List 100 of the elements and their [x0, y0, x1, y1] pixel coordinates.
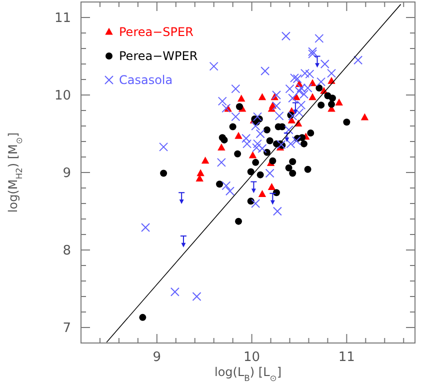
point — [231, 84, 240, 94]
point — [258, 93, 266, 100]
legend-label: Perea−WPER — [119, 49, 198, 64]
point — [360, 113, 369, 120]
point — [290, 73, 299, 82]
point — [222, 181, 231, 190]
point — [328, 100, 335, 108]
point — [179, 199, 184, 204]
point — [209, 62, 218, 71]
x-tick-label: 10 — [244, 350, 260, 365]
y-tick-label: 9 — [62, 166, 71, 182]
point — [216, 158, 226, 167]
x-tick-label: 9 — [152, 350, 162, 365]
point — [256, 129, 265, 138]
point — [285, 164, 292, 172]
point — [308, 93, 316, 100]
point — [181, 242, 186, 248]
point — [293, 110, 298, 114]
point — [320, 60, 330, 68]
point — [316, 77, 326, 86]
legend-label: Casasola — [119, 73, 173, 88]
point — [328, 94, 336, 102]
point — [289, 170, 296, 177]
point — [247, 168, 254, 176]
point — [170, 287, 180, 296]
point — [192, 292, 202, 301]
point — [263, 148, 270, 156]
point — [272, 90, 281, 100]
point — [160, 170, 168, 177]
point — [218, 144, 226, 150]
point — [343, 118, 350, 126]
point — [231, 112, 240, 122]
point — [235, 218, 242, 225]
point — [316, 84, 323, 92]
y-tick-label: 8 — [62, 244, 71, 259]
point — [139, 314, 146, 321]
y-tick-label: 11 — [54, 11, 71, 26]
point — [216, 180, 224, 188]
point — [292, 74, 302, 84]
point — [300, 140, 308, 148]
point — [268, 183, 276, 190]
point — [294, 108, 304, 118]
point — [248, 151, 257, 158]
point — [252, 112, 262, 122]
point — [238, 94, 246, 102]
point — [304, 166, 312, 173]
point — [315, 63, 320, 68]
point — [269, 157, 276, 164]
point — [300, 68, 310, 78]
legend-label: Perea−SPER — [119, 25, 194, 40]
point — [308, 49, 318, 58]
point — [298, 134, 306, 142]
point — [328, 76, 336, 84]
y-tick-label: 10 — [54, 88, 71, 104]
point — [284, 137, 290, 142]
point — [256, 171, 264, 178]
point — [272, 101, 281, 110]
point — [270, 200, 275, 205]
point — [274, 111, 284, 120]
point — [354, 56, 363, 65]
point — [299, 90, 308, 99]
point — [335, 98, 343, 106]
point — [242, 134, 251, 143]
point — [141, 223, 150, 232]
point — [284, 125, 294, 134]
point — [196, 169, 204, 176]
point — [307, 129, 314, 136]
point — [251, 199, 260, 208]
x-tick-label: 11 — [338, 350, 355, 365]
point — [327, 68, 336, 78]
point — [288, 94, 298, 103]
point — [292, 136, 301, 146]
point — [218, 96, 227, 106]
point — [260, 66, 270, 76]
point — [236, 103, 243, 110]
point — [289, 158, 296, 166]
point — [305, 70, 314, 79]
point — [272, 189, 280, 196]
point — [229, 123, 236, 130]
y-tick-label: 7 — [62, 321, 71, 336]
point — [251, 122, 260, 130]
point — [258, 190, 266, 197]
point — [265, 168, 274, 178]
point — [288, 111, 298, 120]
point — [308, 47, 318, 56]
point — [222, 104, 231, 113]
point — [281, 32, 290, 41]
point — [266, 137, 274, 144]
point — [225, 186, 234, 196]
point — [251, 188, 256, 194]
point — [201, 156, 210, 164]
x-axis-title: log(L$_{B}$) [L$_{⊙}$] — [214, 365, 282, 382]
point — [234, 132, 242, 139]
point — [252, 158, 260, 166]
point — [318, 102, 325, 109]
point — [272, 206, 282, 216]
point — [263, 126, 270, 134]
point — [314, 34, 324, 43]
point — [234, 150, 242, 158]
point — [296, 100, 306, 110]
